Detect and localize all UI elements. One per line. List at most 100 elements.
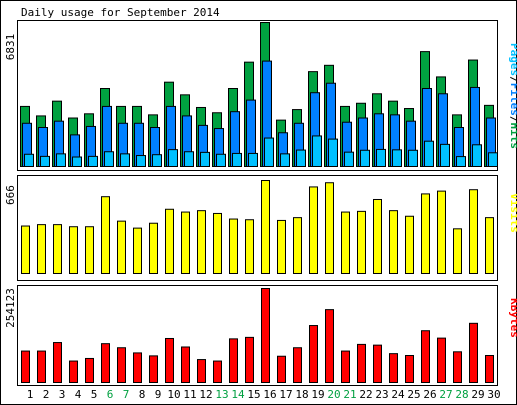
pages-bar: Day 2 Pages 480	[40, 155, 50, 168]
visits-bar: Day 12 Visits 450	[197, 210, 206, 274]
day-label: 22	[359, 388, 372, 401]
pages-bar: Day 3 Pages 600	[56, 153, 66, 167]
pages-bar: Day 13 Pages 580	[216, 153, 226, 168]
day-label: 12	[199, 388, 212, 401]
usage-legend: Pages/Files/Hits	[508, 43, 517, 149]
visits-bar: Day 20 Visits 650	[325, 182, 334, 274]
pages-bar: Day 9 Pages 560	[152, 154, 162, 167]
kbytes-bar: Day 26 KBytes 140000	[421, 330, 430, 383]
visits-bar: Day 7 Visits 375	[117, 220, 126, 274]
day-label: 27	[439, 388, 452, 401]
pages-bar: Day 7 Pages 600	[120, 153, 130, 167]
legend-kbytes: KBytes	[508, 298, 517, 338]
pages-bar: Day 15 Pages 620	[248, 152, 258, 168]
visits-bar: Day 5 Visits 335	[85, 226, 94, 274]
day-label: 13	[215, 388, 228, 401]
legend-visits: Visits	[508, 193, 517, 233]
kbytes-bar: Day 1 KBytes 85000	[21, 350, 30, 383]
visits-bar: Day 25 Visits 410	[405, 215, 414, 274]
visits-bar: Day 3 Visits 350	[53, 224, 62, 275]
kbytes-bar: Day 16 KBytes 254123	[261, 288, 270, 383]
kbytes-panel-frame	[17, 285, 498, 386]
kbytes-bar: Day 11 KBytes 96000	[181, 346, 190, 383]
day-label: 30	[487, 388, 500, 401]
kbytes-bar: Day 2 KBytes 85000	[37, 350, 46, 383]
pages-bar: Day 21 Pages 680	[344, 151, 354, 167]
kbytes-bar: Day 25 KBytes 73000	[405, 354, 414, 383]
day-label: 21	[343, 388, 356, 401]
pages-bar: Day 8 Pages 520	[136, 155, 146, 167]
visits-bar: Day 16 Visits 666	[261, 180, 270, 274]
kbytes-bar: Day 4 KBytes 58000	[69, 360, 78, 384]
chart-title: Daily usage for September 2014	[21, 6, 220, 19]
visits-bar: Day 8 Visits 325	[133, 227, 142, 274]
kbytes-bar: Day 3 KBytes 108000	[53, 342, 62, 383]
day-label: 18	[295, 388, 308, 401]
kbytes-bar: Day 22 KBytes 103000	[357, 343, 366, 383]
visits-bar: Day 6 Visits 550	[101, 196, 110, 274]
day-label: 8	[139, 388, 146, 401]
visits-bar: Day 9 Visits 360	[149, 222, 158, 275]
visits-bar: Day 24 Visits 450	[389, 210, 398, 274]
kbytes-bar: Day 29 KBytes 160000	[469, 322, 478, 384]
day-label: 9	[155, 388, 162, 401]
visits-bar: Day 13 Visits 430	[213, 212, 222, 274]
visits-panel-frame	[17, 175, 498, 281]
kbytes-bar: Day 17 KBytes 71000	[277, 355, 286, 383]
pages-bar: Day 26 Pages 1200	[424, 140, 434, 167]
legend-files: Files	[508, 83, 517, 116]
day-label: 2	[43, 388, 50, 401]
kbytes-bar: Day 10 KBytes 119000	[165, 337, 174, 383]
kbytes-max-label: 254123	[4, 288, 17, 328]
day-label: 10	[167, 388, 180, 401]
pages-bar: Day 20 Pages 1300	[328, 138, 338, 167]
pages-bar: Day 24 Pages 790	[392, 149, 402, 168]
kbytes-bar: Day 24 KBytes 78000	[389, 353, 398, 383]
usage-panel-frame	[17, 20, 498, 171]
day-label: 26	[423, 388, 436, 401]
kbytes-bar: Day 9 KBytes 72000	[149, 355, 158, 383]
pages-bar: Day 11 Pages 700	[184, 151, 194, 168]
visits-bar: Day 23 Visits 530	[373, 198, 382, 275]
pages-bar: Day 22 Pages 770	[360, 149, 370, 167]
day-label: 29	[471, 388, 484, 401]
day-label: 15	[247, 388, 260, 401]
visits-bar: Day 30 Visits 400	[485, 217, 494, 275]
day-label: 20	[327, 388, 340, 401]
pages-bar: Day 5 Pages 480	[88, 155, 98, 168]
day-label: 23	[375, 388, 388, 401]
pages-bar: Day 18 Pages 780	[296, 149, 306, 167]
pages-bar: Day 28 Pages 470	[456, 156, 466, 167]
visits-bar: Day 28 Visits 320	[453, 228, 462, 275]
kbytes-bar: Day 13 KBytes 58000	[213, 360, 222, 384]
visits-bar: Day 4 Visits 335	[69, 226, 78, 274]
day-label: 7	[123, 388, 130, 401]
day-label: 28	[455, 388, 468, 401]
chart-marks: Day 1 Hits 2850Day 1 Files 2050Day 1 Pag…	[20, 22, 498, 384]
pages-bar: Day 23 Pages 810	[376, 148, 386, 167]
kbytes-bar: Day 7 KBytes 94000	[117, 347, 126, 383]
kbytes-bar: Day 5 KBytes 65000	[85, 357, 94, 383]
pages-bar: Day 29 Pages 1030	[472, 144, 482, 167]
day-label: 17	[279, 388, 292, 401]
visits-bar: Day 11 Visits 440	[181, 211, 190, 275]
legend-pages: Pages	[508, 43, 517, 76]
kbytes-bar: Day 19 KBytes 154000	[309, 325, 318, 384]
kbytes-bar: Day 27 KBytes 120000	[437, 337, 446, 384]
day-label: 4	[75, 388, 82, 401]
day-label: 6	[107, 388, 114, 401]
day-label: 3	[59, 388, 66, 401]
pages-bar: Day 25 Pages 770	[408, 149, 418, 167]
pages-bar: Day 30 Pages 650	[488, 152, 498, 167]
pages-bar: Day 4 Pages 450	[72, 156, 82, 168]
legend-separator: /	[508, 116, 517, 123]
kbytes-bar: Day 18 KBytes 94000	[293, 347, 302, 383]
day-label: 25	[407, 388, 420, 401]
visits-bar: Day 26 Visits 570	[421, 193, 430, 275]
visits-bar: Day 27 Visits 590	[437, 190, 446, 274]
pages-bar: Day 19 Pages 1450	[312, 135, 322, 168]
legend-separator: /	[508, 76, 517, 83]
kbytes-bar: Day 12 KBytes 62000	[197, 359, 206, 383]
